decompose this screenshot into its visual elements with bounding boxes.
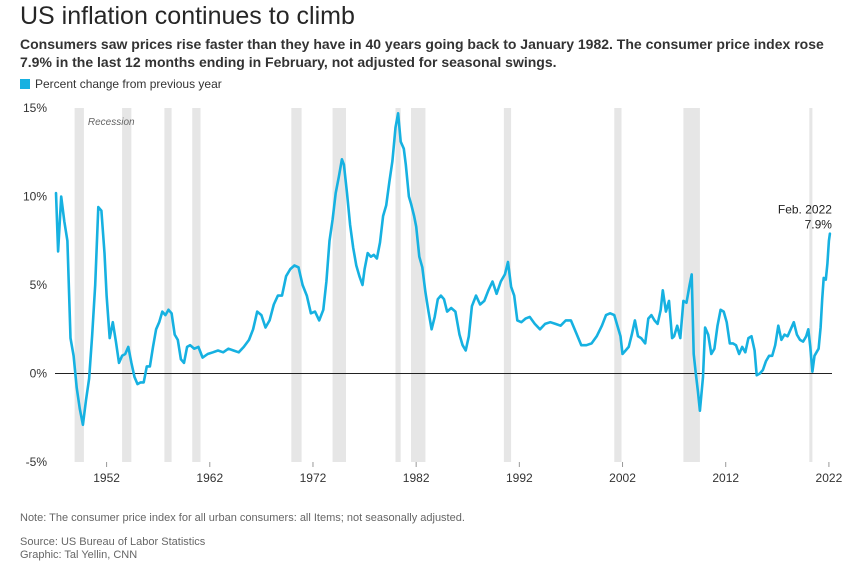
recession-label: Recession <box>88 117 135 128</box>
x-tick-label: 1972 <box>300 471 327 485</box>
chart-credits: Source: US Bureau of Labor Statistics Gr… <box>20 536 205 562</box>
x-tick-label: 1982 <box>403 471 430 485</box>
x-tick-label: 2022 <box>816 471 843 485</box>
chart-title: US inflation continues to climb <box>20 2 355 30</box>
legend-label: Percent change from previous year <box>35 77 222 91</box>
source-credit: Source: US Bureau of Labor Statistics <box>20 536 206 548</box>
chart-note: Note: The consumer price index for all u… <box>20 512 465 524</box>
recession-band <box>809 108 813 462</box>
graphic-credit: Graphic: Tal Yellin, CNN <box>20 549 138 561</box>
recession-band <box>164 108 172 462</box>
recession-band <box>503 108 512 462</box>
inflation-series-line <box>54 112 832 427</box>
recession-band <box>332 108 346 462</box>
annotation-value-label: 7.9% <box>805 218 833 232</box>
recession-band <box>74 108 84 462</box>
y-tick-label: -5% <box>26 455 48 469</box>
x-tick-label: 1992 <box>506 471 533 485</box>
inflation-line-chart: Recession -5% 0% 5% 10% 15% 1952 1962 1972 1982 19… <box>23 101 843 485</box>
x-tick-label: 2002 <box>609 471 636 485</box>
y-tick-label: 0% <box>30 367 48 381</box>
legend: Percent change from previous year <box>20 77 222 91</box>
recession-band <box>291 108 302 462</box>
recession-band <box>614 108 622 462</box>
y-tick-label: 10% <box>23 190 47 204</box>
annotation-date-label: Feb. 2022 <box>778 203 832 217</box>
recession-band <box>395 108 401 462</box>
recession-band <box>122 108 132 462</box>
chart-subtitle: Consumers saw prices rise faster than th… <box>20 36 824 70</box>
y-tick-label: 5% <box>30 278 48 292</box>
x-tick-label: 2012 <box>712 471 739 485</box>
x-tick-label: 1952 <box>93 471 120 485</box>
recession-band <box>192 108 201 462</box>
y-tick-label: 15% <box>23 101 47 115</box>
legend-swatch <box>20 79 30 89</box>
x-tick-label: 1962 <box>196 471 223 485</box>
